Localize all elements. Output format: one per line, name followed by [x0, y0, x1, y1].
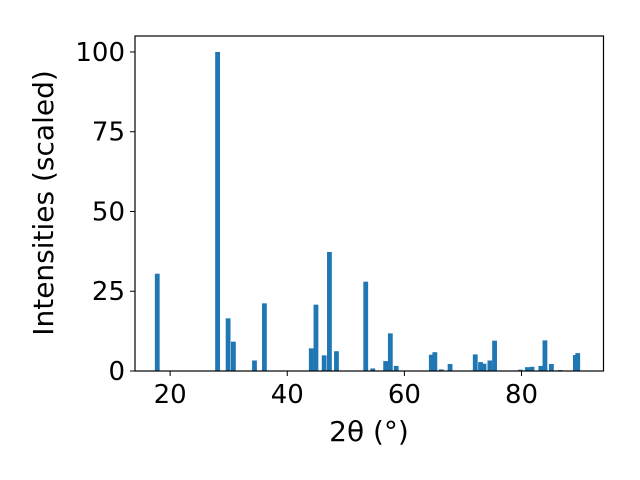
bar-14: [387, 333, 393, 371]
bar-1: [215, 51, 220, 371]
bar-21: [478, 362, 483, 371]
bar-16: [428, 354, 434, 371]
bar-25: [517, 369, 523, 371]
bar-3: [230, 341, 236, 371]
bar-9: [327, 252, 332, 371]
bar-15: [393, 365, 399, 371]
x-tick-label-80: 80: [505, 380, 538, 410]
x-tick-label-40: 40: [271, 380, 304, 410]
x-axis-label: 2θ (°): [329, 415, 409, 448]
y-axis-ticks: 0 25 50 75 100: [75, 38, 135, 387]
bar-6: [308, 348, 314, 371]
y-tick-label-50: 50: [92, 197, 125, 227]
bar-10: [334, 351, 339, 371]
bar-23: [487, 360, 493, 371]
bar-12: [370, 368, 376, 371]
bar-30: [548, 363, 554, 371]
x-tick-label-60: 60: [388, 380, 421, 410]
bar-18: [438, 369, 444, 371]
bar-8: [321, 355, 327, 371]
bars-group: [154, 51, 581, 371]
y-tick-label-0: 0: [108, 357, 125, 387]
y-tick-label-75: 75: [92, 118, 125, 148]
bar-28: [538, 365, 544, 371]
bar-33: [575, 353, 581, 371]
bar-26: [524, 367, 530, 371]
bar-17: [432, 352, 438, 371]
plot-frame: [134, 35, 605, 372]
y-axis-label: Intensities (scaled): [27, 70, 60, 336]
bar-13: [383, 361, 389, 371]
x-tick-label-20: 20: [154, 380, 187, 410]
bar-5: [262, 303, 267, 371]
bar-2: [225, 318, 231, 371]
y-tick-label-25: 25: [92, 277, 125, 307]
bar-7: [313, 304, 319, 371]
y-tick-label-100: 100: [75, 38, 125, 68]
bar-0: [154, 273, 160, 371]
x-axis-ticks: 20 40 60 80: [154, 371, 538, 410]
bar-27: [529, 366, 535, 371]
bar-4: [252, 360, 257, 371]
bar-11: [363, 281, 369, 371]
bar-29: [542, 340, 548, 371]
bar-24: [492, 340, 497, 371]
bar-22: [481, 363, 487, 371]
bar-19: [447, 363, 453, 371]
bar-20: [472, 354, 478, 371]
